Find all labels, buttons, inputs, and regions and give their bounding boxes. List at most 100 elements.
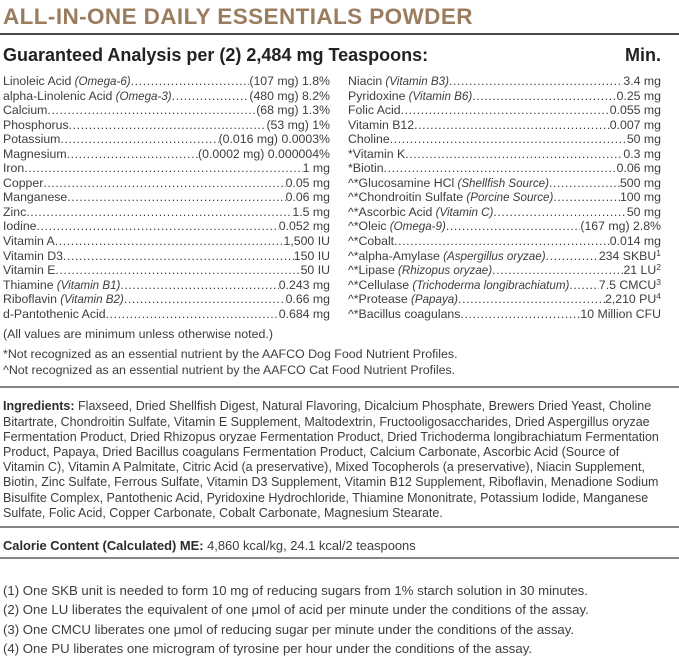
ingredients-label: Ingredients: <box>3 399 75 414</box>
nutrient-row: Folic Acid 0.055 mg <box>348 103 661 118</box>
nutrient-qualifier: (Papaya) <box>407 293 459 307</box>
nutrient-name: Vitamin A <box>3 234 55 249</box>
nutrient-row: Manganese 0.06 mg <box>3 190 330 205</box>
nutrient-row: Niacin (Vitamin B3) 3.4 mg <box>348 74 661 89</box>
nutrient-qualifier: (Vitamin B6) <box>405 89 473 103</box>
nutrient-name: ^*alpha-Amylase (Aspergillus oryzae) <box>348 248 546 263</box>
nutrient-value: 0.66 mg <box>285 292 330 307</box>
nutrient-row: ^*Cobalt 0.014 mg <box>348 234 661 249</box>
page-title: ALL-IN-ONE DAILY ESSENTIALS POWDER <box>3 4 473 29</box>
unit-note: (1) One SKB unit is needed to form 10 mg… <box>3 582 588 598</box>
nutrient-row: alpha-Linolenic Acid (Omega-3) (480 mg) 8… <box>3 89 330 104</box>
nutrient-row: Pyridoxine (Vitamin B6) 0.25 mg <box>348 89 661 104</box>
nutrient-row: *Biotin 0.06 mg <box>348 161 661 176</box>
nutrient-row: Linoleic Acid (Omega-6) (107 mg) 1.8% <box>3 74 330 89</box>
nutrient-value: 0.06 mg <box>616 161 661 176</box>
calorie-content-value: 4,860 kcal/kg, 24.1 kcal/2 teaspoons <box>207 537 416 553</box>
nutrient-qualifier: (Omega-6) <box>71 75 131 88</box>
dot-leader <box>414 118 610 133</box>
nutrient-row: ^*Cellulase (Trichoderma longibrachiatum… <box>348 276 661 293</box>
nutrient-value: 0.06 mg <box>285 190 330 205</box>
nutrient-name: Folic Acid <box>348 103 401 118</box>
nutrient-value: 50 IU <box>300 263 330 278</box>
nutrient-row: Thiamine (Vitamin B1) 0.243 mg <box>3 278 330 293</box>
nutrient-value: 0.25 mg <box>616 88 661 103</box>
nutrient-row: Magnesium (0.0002 mg) 0.000004% <box>3 147 330 162</box>
nutrient-value: (167 mg) 2.8% <box>580 219 661 234</box>
dot-leader <box>549 176 620 191</box>
nutrient-value: 0.243 mg <box>278 277 330 292</box>
nutrient-name: Zinc <box>3 204 27 219</box>
nutrient-row: ^*alpha-Amylase (Aspergillus oryzae) 234 … <box>348 247 661 264</box>
nutrient-name: Choline <box>348 132 390 147</box>
nutrient-row: Copper 0.05 mg <box>3 176 330 191</box>
nutrient-name: ^*Cobalt <box>348 234 395 249</box>
nutrient-value: 1,500 IU <box>283 234 331 249</box>
dot-leader <box>67 147 198 162</box>
nutrient-qualifier: (Porcine Source) <box>463 191 554 205</box>
nutrient-qualifier: (Trichoderma longibrachiatum) <box>409 278 570 292</box>
nutrient-row: Vitamin B12 0.007 mg <box>348 118 661 133</box>
nutrient-value: 0.014 mg <box>609 234 661 249</box>
nutrient-row: Vitamin D3 150 IU <box>3 249 330 264</box>
nutrient-name: Thiamine (Vitamin B1) <box>3 277 121 292</box>
nutrient-value: 7.5 CMCU3 <box>598 276 661 292</box>
nutrient-value: 150 IU <box>293 248 330 263</box>
dot-leader <box>69 118 267 133</box>
dot-leader <box>55 234 284 249</box>
dot-leader <box>394 234 610 249</box>
nutrient-value: 234 SKBU1 <box>598 247 661 263</box>
nutrient-name: *Vitamin K <box>348 146 406 161</box>
nutrient-name: Calcium <box>3 103 48 118</box>
dot-leader <box>449 74 623 89</box>
nutrient-row: Calcium (68 mg) 1.3% <box>3 103 330 118</box>
section-divider <box>0 525 679 528</box>
nutrient-value: 3.4 mg <box>623 74 661 88</box>
nutrient-table: Linoleic Acid (Omega-6)(107 mg) 1.8%alph… <box>3 74 661 321</box>
nutrient-value: 1 mg <box>302 161 330 176</box>
dot-leader <box>172 89 250 104</box>
dot-leader <box>63 249 294 264</box>
nutrient-row: *Vitamin K 0.3 mg <box>348 147 661 162</box>
nutrient-row: ^*Lipase (Rhizopus oryzae) 21 LU2 <box>348 263 661 278</box>
minimum-values-note: (All values are minimum unless otherwise… <box>3 327 273 342</box>
dot-leader <box>106 307 279 322</box>
dot-leader <box>37 219 279 234</box>
unit-footnote-marker: 1 <box>656 247 661 258</box>
ingredients-paragraph: Ingredients: Flaxseed, Dried Shellfish D… <box>3 399 661 521</box>
nutrient-qualifier: (Vitamin B1) <box>53 278 121 292</box>
dot-leader <box>384 161 617 176</box>
nutrient-row: Vitamin E 50 IU <box>3 263 330 278</box>
nutrient-value: 50 mg <box>626 204 661 219</box>
label-content: Guaranteed Analysis per (2) 2,484 mg Tea… <box>0 46 679 377</box>
nutrient-name: alpha-Linolenic Acid (Omega-3) <box>3 88 172 103</box>
nutrient-qualifier: (Omega-9) <box>386 220 446 234</box>
nutrient-name: Copper <box>3 175 44 190</box>
nutrient-qualifier: (Vitamin B2) <box>57 293 124 307</box>
nutrient-name: ^*Lipase (Rhizopus oryzae) <box>348 263 493 278</box>
nutrient-value: 0.684 mg <box>278 306 330 321</box>
dot-leader <box>67 190 285 205</box>
nutrient-name: Niacin (Vitamin B3) <box>348 74 449 88</box>
nutrient-name: Iron <box>3 161 25 176</box>
nutrient-value: (53 mg) 1% <box>266 117 330 132</box>
ingredients-text: Flaxseed, Dried Shellfish Digest, Natura… <box>3 399 659 520</box>
unit-footnote-marker: 3 <box>656 276 661 287</box>
nutrient-value: (480 mg) 8.2% <box>249 88 330 103</box>
nutrient-qualifier: (Omega-3) <box>112 89 172 103</box>
dot-leader <box>546 249 599 264</box>
nutrient-name: ^*Ascorbic Acid (Vitamin C) <box>348 204 494 219</box>
nutrient-value: (68 mg) 1.3% <box>256 103 330 118</box>
nutrient-value: (107 mg) 1.8% <box>249 74 330 88</box>
dot-leader <box>569 278 598 293</box>
dot-leader <box>120 278 278 293</box>
calorie-section: Calorie Content (Calculated) ME: 4,860 k… <box>0 538 679 553</box>
section-divider <box>0 556 679 559</box>
nutrient-value: 2,210 PU4 <box>604 291 661 307</box>
section-divider <box>0 386 679 389</box>
nutrient-qualifier: (Rhizopus oryzae) <box>394 264 493 278</box>
nutrient-name: ^*Chondroitin Sulfate (Porcine Source) <box>348 190 554 205</box>
nutrient-name: ^*Oleic (Omega-9) <box>348 219 446 234</box>
guaranteed-analysis-heading: Guaranteed Analysis per (2) 2,484 mg Tea… <box>3 45 429 65</box>
